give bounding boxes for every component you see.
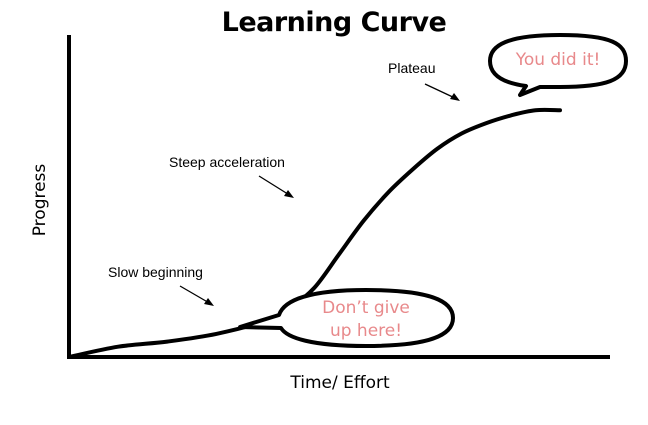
arrow-plateau: [424, 83, 460, 101]
arrow-slow-beginning: [179, 285, 214, 306]
annotation-slow-beginning: Slow beginning: [108, 264, 203, 280]
callout-you-did-it: You did it!: [488, 33, 628, 97]
annotation-plateau: Plateau: [388, 60, 435, 76]
speech-bubble-you-did-it: [488, 33, 628, 97]
callout-dont-give-up: Don’t give up here!: [238, 288, 455, 348]
callout-dont-give-up-line1: Don’t give: [322, 298, 410, 318]
callout-you-did-it-text: You did it!: [515, 50, 601, 70]
speech-bubble-dont-give-up: [238, 288, 455, 348]
chart-title: Learning Curve: [222, 7, 447, 38]
arrow-steep-acceleration: [258, 175, 294, 198]
callout-dont-give-up-line2: up here!: [330, 321, 402, 341]
y-axis-label: Progress: [30, 164, 50, 237]
learning-curve-line: [67, 107, 562, 359]
annotation-steep-acceleration: Steep acceleration: [169, 154, 285, 170]
x-axis-label: Time/ Effort: [289, 373, 390, 393]
